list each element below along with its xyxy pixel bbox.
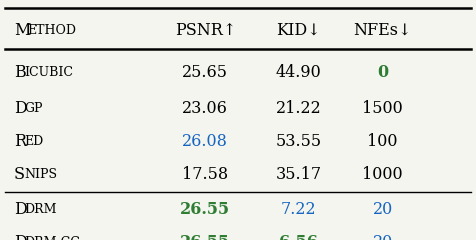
Text: 53.55: 53.55: [276, 133, 322, 150]
Text: NFEs↓: NFEs↓: [353, 22, 412, 39]
Text: NIPS: NIPS: [24, 168, 57, 180]
Text: 44.90: 44.90: [276, 65, 321, 81]
Text: 26.55: 26.55: [180, 201, 230, 218]
Text: 1000: 1000: [362, 166, 403, 183]
Text: B: B: [14, 65, 26, 81]
Text: S: S: [14, 166, 25, 183]
Text: 35.17: 35.17: [276, 166, 322, 183]
Text: 26.08: 26.08: [182, 133, 228, 150]
Text: 26.55: 26.55: [180, 234, 230, 240]
Text: R: R: [14, 133, 26, 150]
Text: D: D: [14, 201, 27, 218]
Text: D: D: [14, 100, 27, 117]
Text: ICUBIC: ICUBIC: [24, 66, 73, 79]
Text: M: M: [14, 22, 30, 39]
Text: GP: GP: [24, 102, 43, 115]
Text: ETHOD: ETHOD: [27, 24, 76, 37]
Text: DRM: DRM: [24, 203, 57, 216]
Text: ED: ED: [24, 135, 44, 148]
Text: PSNR↑: PSNR↑: [175, 22, 236, 39]
Text: DRM-CC: DRM-CC: [24, 236, 80, 240]
Text: KID↓: KID↓: [277, 22, 321, 39]
Text: 6.56: 6.56: [279, 234, 318, 240]
Text: 100: 100: [367, 133, 398, 150]
Text: 0: 0: [377, 65, 388, 81]
Text: 20: 20: [373, 234, 393, 240]
Text: 23.06: 23.06: [182, 100, 228, 117]
Text: 1500: 1500: [362, 100, 403, 117]
Text: D: D: [14, 234, 27, 240]
Text: 7.22: 7.22: [281, 201, 317, 218]
Text: 21.22: 21.22: [276, 100, 321, 117]
Text: 25.65: 25.65: [182, 65, 228, 81]
Text: 20: 20: [373, 201, 393, 218]
Text: 17.58: 17.58: [182, 166, 228, 183]
